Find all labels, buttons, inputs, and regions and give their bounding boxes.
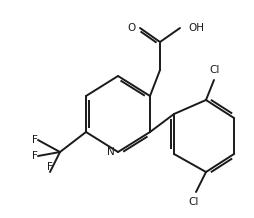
- Text: Cl: Cl: [210, 65, 220, 75]
- Text: F: F: [47, 162, 53, 172]
- Text: N: N: [107, 147, 115, 157]
- Text: OH: OH: [188, 23, 204, 33]
- Text: F: F: [32, 135, 38, 145]
- Text: O: O: [128, 23, 136, 33]
- Text: Cl: Cl: [189, 197, 199, 207]
- Text: F: F: [32, 151, 38, 161]
